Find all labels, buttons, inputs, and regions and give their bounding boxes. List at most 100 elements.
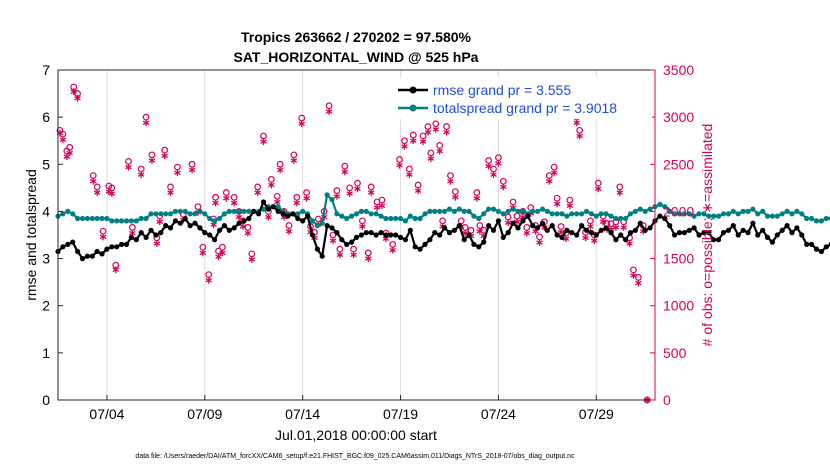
totalspread-point [172, 208, 178, 214]
rmse-point [745, 230, 751, 236]
rmse-point [701, 230, 707, 236]
totalspread-point [544, 208, 550, 214]
totalspread-point [564, 213, 570, 219]
rmse-point [172, 218, 178, 224]
totalspread-point [627, 211, 634, 217]
totalspread-point [554, 211, 560, 217]
rmse-point [740, 227, 746, 233]
rmse-point [94, 248, 100, 255]
totalspread-point [197, 208, 203, 214]
rmse-point [500, 234, 506, 240]
rmse-point [163, 223, 169, 229]
rmse-point [569, 230, 575, 236]
rmse-point [794, 225, 800, 231]
rmse-point [104, 246, 110, 252]
obs-assimilated-marker [239, 223, 247, 230]
rmse-point [197, 225, 203, 231]
totalspread-point [461, 208, 467, 214]
rmse-point [358, 232, 364, 238]
totalspread-point [720, 211, 727, 217]
rmse-point [681, 230, 688, 236]
totalspread-point [79, 215, 86, 222]
rmse-point [246, 215, 252, 222]
rmse-point [495, 218, 501, 224]
totalspread-point [123, 218, 130, 224]
totalspread-point [334, 211, 340, 217]
obs-assimilated-marker [74, 94, 81, 102]
totalspread-point [177, 208, 183, 214]
x-tick-label: 07/09 [187, 406, 222, 422]
totalspread-point [153, 211, 159, 217]
x-axis: 07/04 07/09 07/14 07/19 07/24 07/29 [89, 395, 614, 422]
rmse-point [167, 225, 174, 231]
totalspread-point [657, 201, 663, 207]
rmse-point [647, 225, 653, 231]
rmse-point [544, 227, 550, 233]
rmse-point [79, 256, 86, 262]
legend-rmse-label: rmse grand pr = 3.555 [433, 82, 571, 98]
totalspread-point [216, 215, 223, 222]
obs-assimilated-marker [66, 149, 74, 157]
rmse-point [613, 237, 619, 243]
rmse-point [158, 230, 164, 236]
rmse-point [422, 241, 428, 247]
obs-assimilated-marker [406, 171, 413, 179]
totalspread-point [446, 206, 453, 212]
obs-assimilated-marker [485, 162, 492, 170]
rmse-point [114, 244, 120, 250]
rmse-point [667, 223, 673, 229]
totalspread-point [65, 208, 71, 214]
totalspread-point [84, 215, 90, 222]
rmse-point [329, 225, 335, 231]
totalspread-point [226, 208, 232, 214]
rmse-point [89, 253, 95, 259]
obs-assimilated-marker [199, 249, 207, 257]
totalspread-point [407, 213, 413, 219]
obs-assimilated-marker [490, 171, 497, 179]
obs-assimilated-marker [546, 177, 553, 185]
rmse-point [608, 230, 614, 236]
totalspread-point [300, 208, 306, 214]
totalspread-point [236, 208, 242, 214]
rmse-point [486, 223, 492, 229]
totalspread-point [344, 215, 350, 222]
rmse-point [221, 223, 227, 229]
rmse-point [75, 248, 81, 255]
rmse-point [393, 232, 399, 238]
rmse-point [579, 223, 585, 229]
totalspread-point [143, 215, 149, 222]
totalspread-point [535, 208, 541, 214]
obs-assimilated-marker [93, 189, 101, 196]
rmse-point [349, 239, 355, 245]
totalspread-point [75, 215, 81, 222]
obs-assimilated-marker [630, 272, 637, 279]
rmse-point [755, 232, 761, 238]
obs-assimilated-marker [205, 276, 212, 284]
totalspread-point [148, 211, 154, 217]
obs-assimilated-marker [244, 229, 252, 237]
obs-assimilated-marker [367, 189, 375, 196]
obs-assimilated-marker [174, 169, 181, 177]
obs-assimilated-marker [248, 256, 256, 263]
totalspread-point [114, 218, 120, 224]
totalspread-point [574, 211, 580, 217]
rmse-point [383, 232, 389, 238]
obs-assimilated-marker [389, 246, 396, 254]
totalspread-point [539, 206, 546, 212]
y-left-tick-label: 3 [42, 251, 50, 267]
rmse-point [691, 225, 697, 231]
rmse-point [148, 227, 154, 233]
obs-assimilated-marker [566, 202, 574, 210]
obs-assimilated-marker [573, 119, 580, 127]
rmse-point [764, 234, 771, 240]
totalspread-point [804, 215, 810, 222]
legend-rmse-marker [409, 86, 417, 94]
obs-assimilated-marker [268, 181, 275, 189]
totalspread-point [427, 208, 433, 214]
rmse-point [373, 232, 379, 238]
totalspread-point [476, 215, 482, 222]
chart-title: Tropics 263662 / 270202 = 97.580% [241, 29, 472, 45]
obs-assimilated-marker [447, 177, 454, 185]
totalspread-point [794, 208, 800, 214]
obs-assimilated-marker [230, 199, 238, 207]
